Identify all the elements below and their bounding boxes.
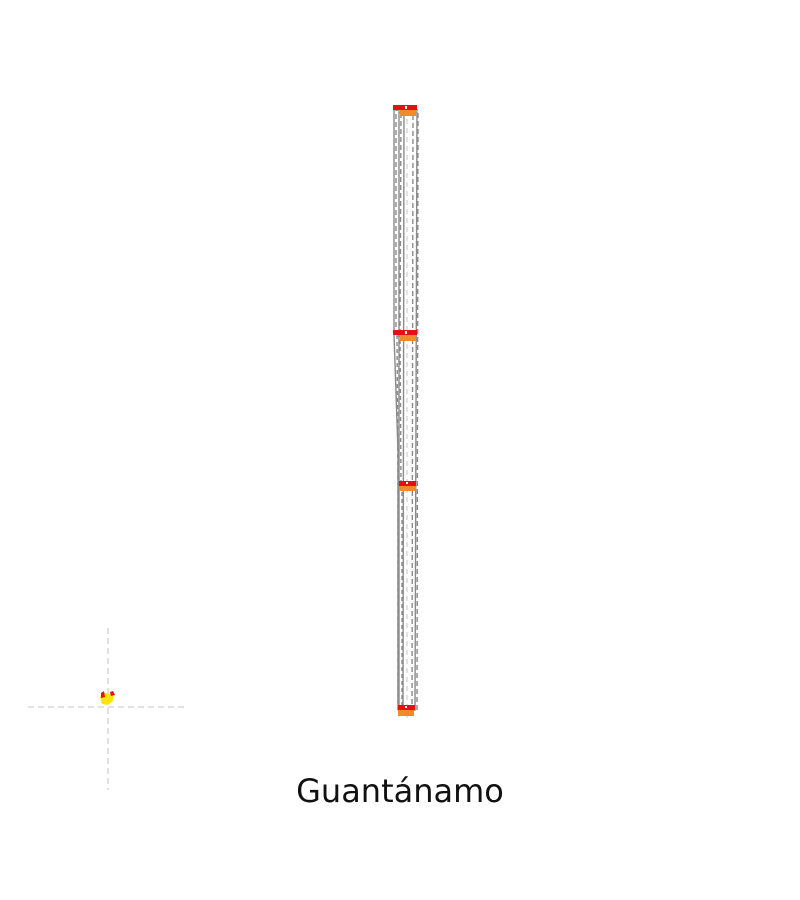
joint-markers bbox=[393, 105, 417, 716]
vertical-strips bbox=[393, 107, 419, 711]
strip-outline-6 bbox=[397, 488, 403, 709]
joint-marker-top bbox=[393, 105, 417, 116]
fragment-blob-icon bbox=[100, 691, 115, 705]
diagram-caption: Guantánamo bbox=[296, 772, 504, 810]
joint-marker-lower-middle bbox=[399, 481, 416, 491]
joint-marker-bottom bbox=[398, 705, 415, 716]
joint-marker-upper-middle bbox=[393, 330, 417, 341]
strip-outline-5 bbox=[396, 335, 402, 486]
crosshair-guide bbox=[28, 628, 188, 790]
